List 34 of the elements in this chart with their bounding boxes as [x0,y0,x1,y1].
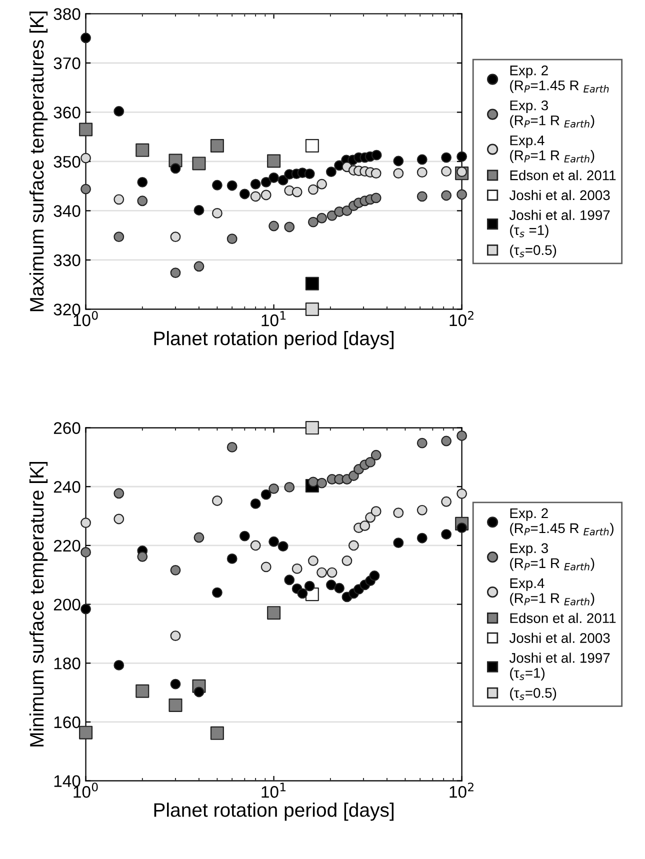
y-tick-label: 240 [54,481,80,493]
y-tick-label: 330 [54,254,80,266]
legend-label: Joshi et al. 1997 (τ$_{s}$ =1) [509,210,610,238]
y-tick-label: 380 [54,8,80,20]
legend-label: (τ$_{s}$=0.5) [510,244,556,258]
legend-label: Exp.4 (R$_{P}$=1 R $_{Earth}$) [510,136,594,163]
y-tick-label: 360 [54,106,80,118]
legend-label: (τ$_{s}$=0.5) [510,688,556,701]
legend-label: Exp.4 (R$_{P}$=1 R $_{Earth}$) [510,578,594,606]
y-tick-label: 370 [54,57,80,70]
legend-label: Edson et al. 2011 [510,170,616,180]
legend-label: Exp. 2 (R$_{P}$=1.45 R $_{Earth}$) [510,508,614,536]
legend-label: Exp. 3 (R$_{P}$=1 R $_{Earth}$) [510,543,594,571]
legend-label: Edson et al. 2011 [510,612,616,624]
y-axis-title: Minimum surface temperature [K] [29,462,48,746]
x-tick-label: 10$^{1}$ [262,311,286,326]
x-tick-label: 10$^{2}$ [450,311,474,326]
y-tick-label: 220 [54,540,80,552]
x-axis-title: Planet rotation period [days] [154,331,394,350]
legend-label: Joshi et al. 2003 [509,190,610,200]
y-tick-label: 200 [54,598,80,611]
legend-label: Joshi et al. 2003 [509,632,610,643]
y-tick-label: 350 [54,156,80,168]
x-axis-title: Planet rotation period [days] [154,802,394,821]
y-tick-label: 180 [54,658,80,670]
legend-label: Joshi et al. 1997 (τ$_{s}$=1) [509,652,610,681]
y-axis-title: Maximum surface temperatures [K] [29,12,48,312]
y-tick-label: 160 [54,716,80,728]
legend-label: Exp. 3 (R$_{P}$=1 R $_{Earth}$) [510,100,594,128]
y-tick-label: 260 [54,422,80,434]
y-tick-label: 340 [54,205,80,217]
x-tick-label: 10$^{1}$ [262,782,286,798]
x-tick-label: 10$^{2}$ [450,782,474,798]
legend-label: Exp. 2 (R$_{P}$=1.45 R $_{Earth}$ [510,65,609,94]
